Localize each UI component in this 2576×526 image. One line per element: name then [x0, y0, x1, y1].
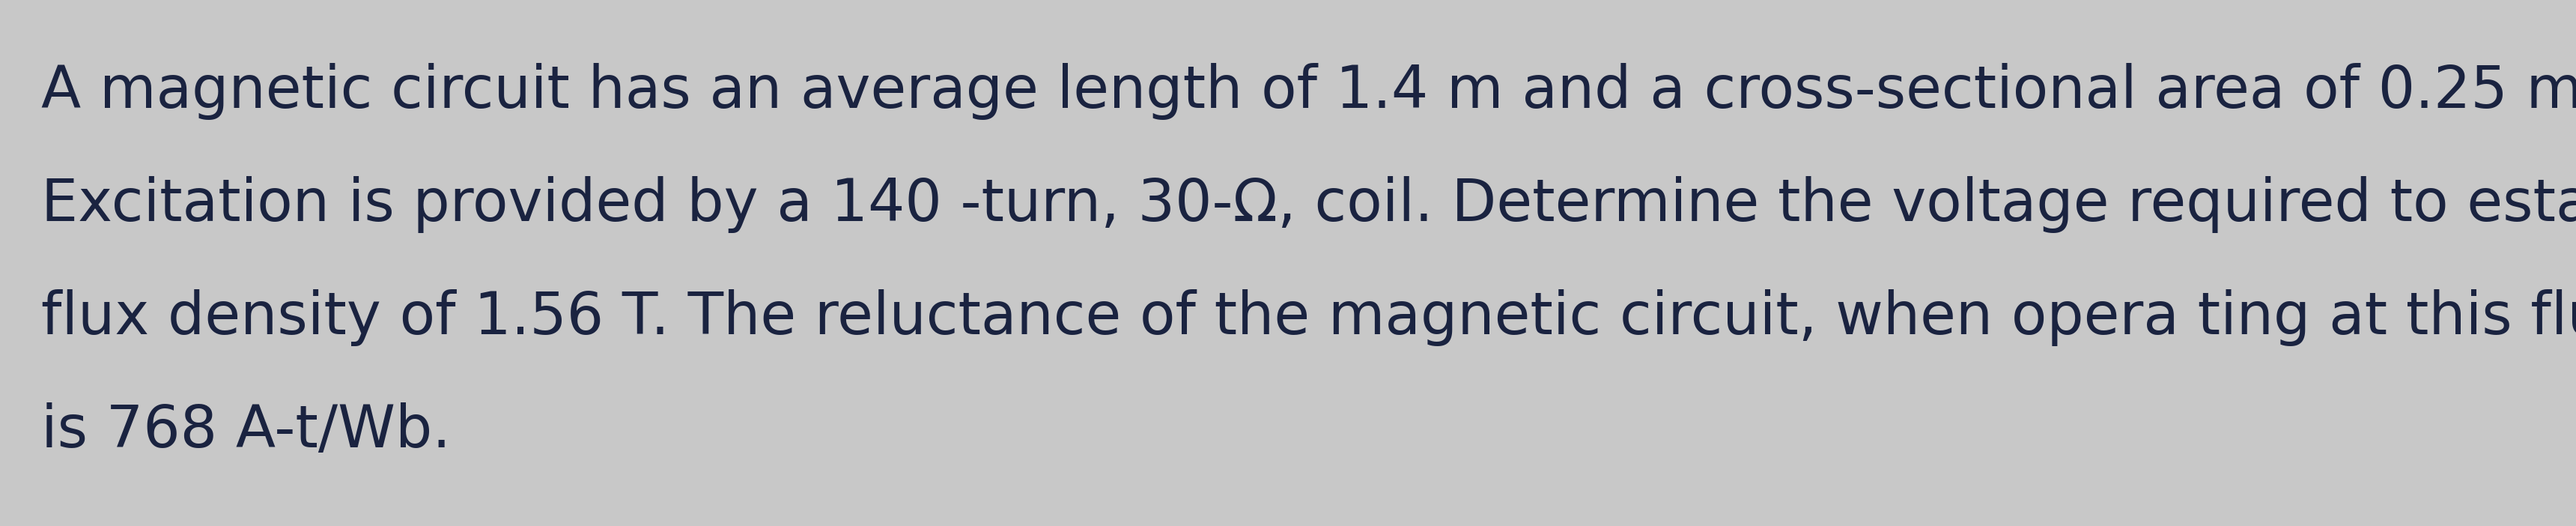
Text: A magnetic circuit has an average length of 1.4 m and a cross-sectional area of : A magnetic circuit has an average length… [41, 63, 2576, 120]
Text: is 768 A-t/Wb.: is 768 A-t/Wb. [41, 402, 451, 459]
Text: flux density of 1.56 T. The reluctance of the magnetic circuit, when opera ting : flux density of 1.56 T. The reluctance o… [41, 289, 2576, 346]
Text: Excitation is provided by a 140 -turn, 30-Ω, coil. Determine the voltage require: Excitation is provided by a 140 -turn, 3… [41, 176, 2576, 233]
